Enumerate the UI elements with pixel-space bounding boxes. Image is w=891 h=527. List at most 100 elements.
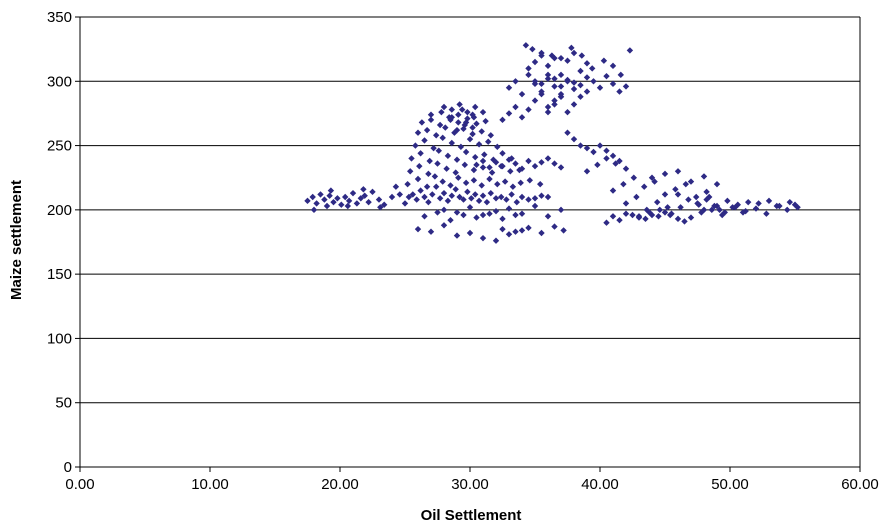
data-point <box>317 191 323 197</box>
data-point <box>642 216 648 222</box>
data-point <box>441 222 447 228</box>
data-point <box>571 50 577 56</box>
data-point <box>402 200 408 206</box>
data-point <box>763 211 769 217</box>
data-point <box>618 72 624 78</box>
y-axis-title: Maize settlement <box>8 180 25 300</box>
data-point <box>447 182 453 188</box>
data-point <box>603 155 609 161</box>
data-point <box>445 153 451 159</box>
data-point <box>623 166 629 172</box>
data-point <box>616 88 622 94</box>
data-point <box>479 128 485 134</box>
data-point <box>425 171 431 177</box>
data-point <box>330 199 336 205</box>
data-point <box>486 211 492 217</box>
data-point <box>594 162 600 168</box>
data-point <box>428 229 434 235</box>
data-point <box>441 207 447 213</box>
data-point <box>442 124 448 130</box>
data-point <box>597 85 603 91</box>
data-point <box>433 132 439 138</box>
data-point <box>369 189 375 195</box>
data-point <box>421 137 427 143</box>
data-point <box>545 194 551 200</box>
data-point <box>512 229 518 235</box>
data-point <box>467 230 473 236</box>
data-point <box>472 104 478 110</box>
data-point <box>525 65 531 71</box>
data-point <box>506 110 512 116</box>
data-point <box>425 199 431 205</box>
data-point <box>436 148 442 154</box>
data-point <box>584 88 590 94</box>
data-point <box>453 169 459 175</box>
data-point <box>627 47 633 53</box>
data-point <box>519 91 525 97</box>
data-point <box>440 135 446 141</box>
data-point <box>631 175 637 181</box>
data-point <box>473 214 479 220</box>
data-point <box>672 186 678 192</box>
data-point <box>437 195 443 201</box>
data-point <box>571 86 577 92</box>
data-point <box>523 42 529 48</box>
data-point <box>463 149 469 155</box>
data-point <box>476 141 482 147</box>
data-point <box>519 194 525 200</box>
y-tick-label: 150 <box>47 266 72 283</box>
data-point <box>538 193 544 199</box>
data-point <box>480 109 486 115</box>
data-point <box>551 223 557 229</box>
data-point <box>462 162 468 168</box>
data-point <box>417 150 423 156</box>
data-point <box>447 217 453 223</box>
data-point <box>428 112 434 118</box>
data-point <box>499 226 505 232</box>
data-point <box>519 227 525 233</box>
data-point <box>485 139 491 145</box>
data-point <box>577 142 583 148</box>
data-point <box>434 160 440 166</box>
x-tick-label: 10.00 <box>191 476 229 493</box>
data-point <box>525 72 531 78</box>
data-point <box>685 196 691 202</box>
data-point <box>334 195 340 201</box>
data-point <box>532 203 538 209</box>
data-point <box>480 193 486 199</box>
data-point <box>424 184 430 190</box>
data-point <box>476 198 482 204</box>
data-point <box>545 63 551 69</box>
data-point <box>473 162 479 168</box>
data-point <box>321 196 327 202</box>
data-point <box>499 117 505 123</box>
data-point <box>620 181 626 187</box>
data-point <box>345 203 351 209</box>
data-point <box>454 232 460 238</box>
data-point <box>508 191 514 197</box>
data-point <box>445 198 451 204</box>
data-point <box>545 72 551 78</box>
data-point <box>525 106 531 112</box>
data-point <box>603 73 609 79</box>
y-tick-label: 50 <box>55 395 72 412</box>
data-point <box>610 213 616 219</box>
data-point <box>558 83 564 89</box>
data-point <box>415 176 421 182</box>
data-point <box>481 151 487 157</box>
data-point <box>510 184 516 190</box>
data-point <box>408 155 414 161</box>
data-point <box>376 196 382 202</box>
data-point <box>633 194 639 200</box>
data-point <box>571 79 577 85</box>
data-point <box>532 195 538 201</box>
x-tick-label: 40.00 <box>581 476 619 493</box>
y-tick-label: 350 <box>47 9 72 26</box>
data-point <box>527 177 533 183</box>
data-point <box>313 200 319 206</box>
data-point <box>590 78 596 84</box>
data-point <box>499 216 505 222</box>
data-point <box>506 231 512 237</box>
data-point <box>571 136 577 142</box>
data-point <box>404 181 410 187</box>
